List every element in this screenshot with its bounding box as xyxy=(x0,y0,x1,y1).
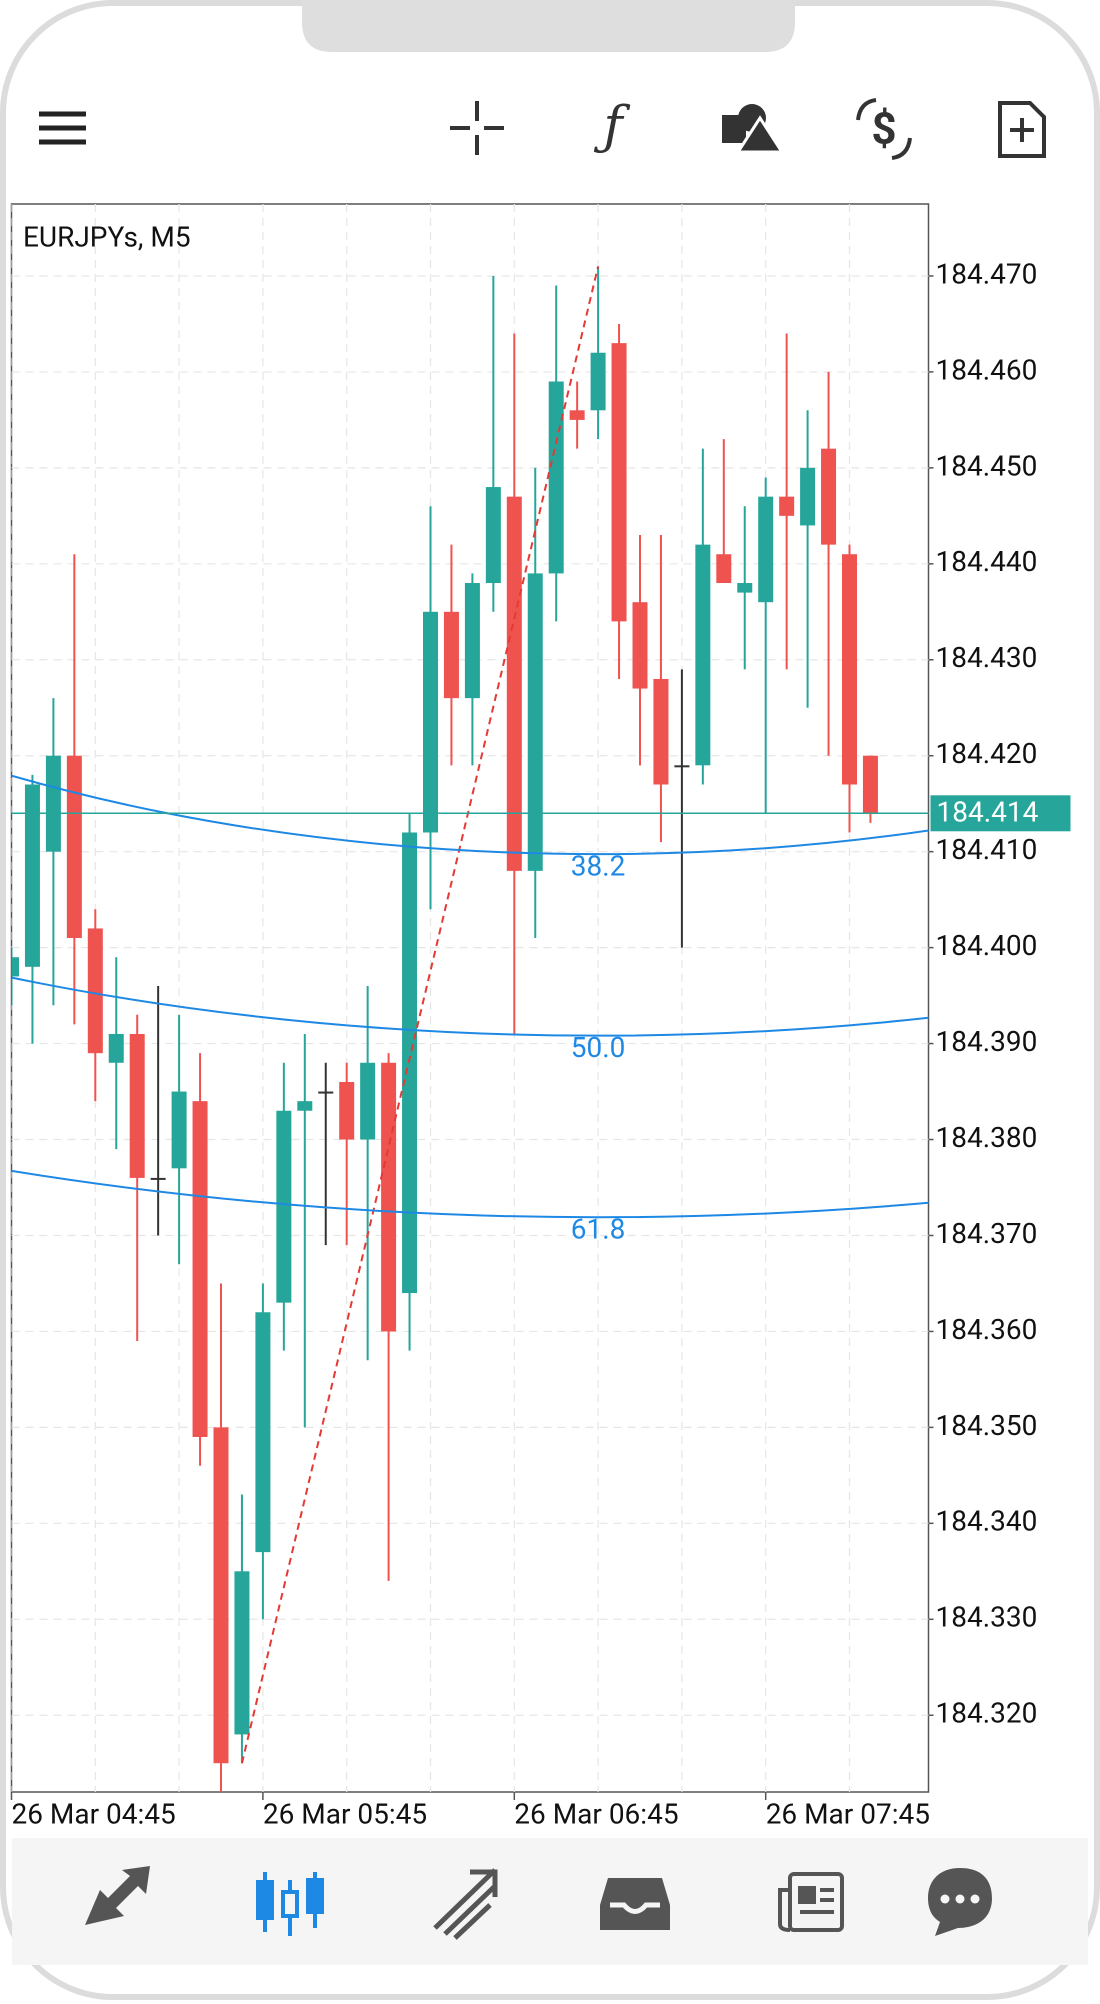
plot-area xyxy=(10,203,930,1793)
y-tick-label: 184.350 xyxy=(936,1409,1038,1442)
candle-body xyxy=(171,1091,187,1169)
x-tick-label: 26 Mar 07:45 xyxy=(766,1797,930,1830)
y-tick-label: 184.370 xyxy=(936,1217,1038,1250)
y-tick-label: 184.400 xyxy=(936,929,1038,962)
nav-quotes[interactable] xyxy=(85,1866,150,1925)
y-tick-label: 184.410 xyxy=(936,833,1038,866)
trend-line xyxy=(240,266,600,1764)
candle-body xyxy=(339,1081,355,1140)
candle-body xyxy=(485,487,501,584)
candle-body xyxy=(381,1062,397,1332)
y-tick-label: 184.420 xyxy=(936,737,1038,770)
fib-label: 61.8 xyxy=(571,1213,626,1246)
menu-button[interactable] xyxy=(39,111,86,145)
candle-body xyxy=(318,1091,334,1094)
candle-body xyxy=(150,1177,166,1180)
candle-body xyxy=(276,1110,292,1303)
objects-button[interactable] xyxy=(722,104,785,154)
notch xyxy=(302,0,795,52)
nav-trade[interactable] xyxy=(433,1868,498,1940)
candle-body xyxy=(590,352,606,411)
candle-body xyxy=(192,1101,208,1437)
candle-body xyxy=(45,755,61,852)
y-tick-label: 184.330 xyxy=(936,1601,1038,1634)
candle-body xyxy=(800,467,816,526)
new-chart-button[interactable] xyxy=(998,101,1046,158)
y-tick-label: 184.360 xyxy=(936,1313,1038,1346)
candle-body xyxy=(255,1312,271,1553)
candle-body xyxy=(611,343,627,622)
nav-history[interactable] xyxy=(600,1878,670,1930)
candle-body xyxy=(548,381,564,574)
candle-body xyxy=(842,554,857,785)
fib-arc xyxy=(11,1169,929,1219)
y-tick-label: 184.320 xyxy=(936,1697,1038,1730)
bottom-nav xyxy=(12,1838,1088,1965)
fib-label: 38.2 xyxy=(571,850,626,883)
candle-body xyxy=(821,448,837,545)
candle-body xyxy=(464,583,480,699)
crosshair-button[interactable] xyxy=(450,101,504,155)
y-tick-label: 184.380 xyxy=(936,1121,1038,1154)
candle-body xyxy=(234,1571,250,1735)
svg-text:$: $ xyxy=(871,103,896,155)
nav-news[interactable] xyxy=(778,1872,844,1932)
x-tick-label: 26 Mar 05:45 xyxy=(263,1797,427,1830)
candle-body xyxy=(297,1101,313,1111)
candle-body xyxy=(360,1062,376,1140)
y-tick-label: 184.390 xyxy=(936,1025,1038,1058)
candle-body xyxy=(11,957,19,977)
y-tick-label: 184.340 xyxy=(936,1505,1038,1538)
candle-body xyxy=(695,544,711,766)
current-price-label: 184.414 xyxy=(937,796,1039,829)
candle-body xyxy=(674,765,690,768)
candle-body xyxy=(443,611,459,699)
nav-messages[interactable] xyxy=(928,1868,992,1936)
candle-body xyxy=(24,784,40,967)
plot xyxy=(11,204,929,1792)
nav-chart[interactable] xyxy=(256,1872,324,1936)
x-tick-label: 26 Mar 04:45 xyxy=(12,1797,176,1830)
y-tick-label: 184.460 xyxy=(936,353,1038,386)
current-price-box xyxy=(930,795,1071,832)
candle-body xyxy=(758,496,774,603)
candle-body xyxy=(569,410,585,420)
y-tick-label: 184.470 xyxy=(936,257,1038,290)
chart-title: EURJPYs, M5 xyxy=(23,220,191,253)
candle-body xyxy=(862,755,878,814)
y-tick-label: 184.430 xyxy=(936,641,1038,674)
candle-body xyxy=(506,496,522,871)
x-tick-label: 26 Mar 06:45 xyxy=(514,1797,678,1830)
candle-body xyxy=(632,602,648,689)
candle-body xyxy=(213,1427,229,1764)
candle-body xyxy=(737,583,753,593)
trade-button[interactable]: $ xyxy=(856,98,912,160)
candle-body xyxy=(66,755,82,939)
candle-body xyxy=(653,678,669,785)
candle-body xyxy=(108,1033,124,1063)
candle-body xyxy=(129,1033,145,1178)
candle-body xyxy=(423,611,438,833)
candle-body xyxy=(716,554,732,584)
candle-body xyxy=(527,573,543,871)
fib-label: 50.0 xyxy=(571,1031,626,1064)
candle-body xyxy=(87,928,103,1054)
fib-arc xyxy=(11,976,929,1037)
y-tick-label: 184.450 xyxy=(936,449,1038,482)
y-tick-label: 184.440 xyxy=(936,545,1038,578)
candle-body xyxy=(779,496,795,516)
